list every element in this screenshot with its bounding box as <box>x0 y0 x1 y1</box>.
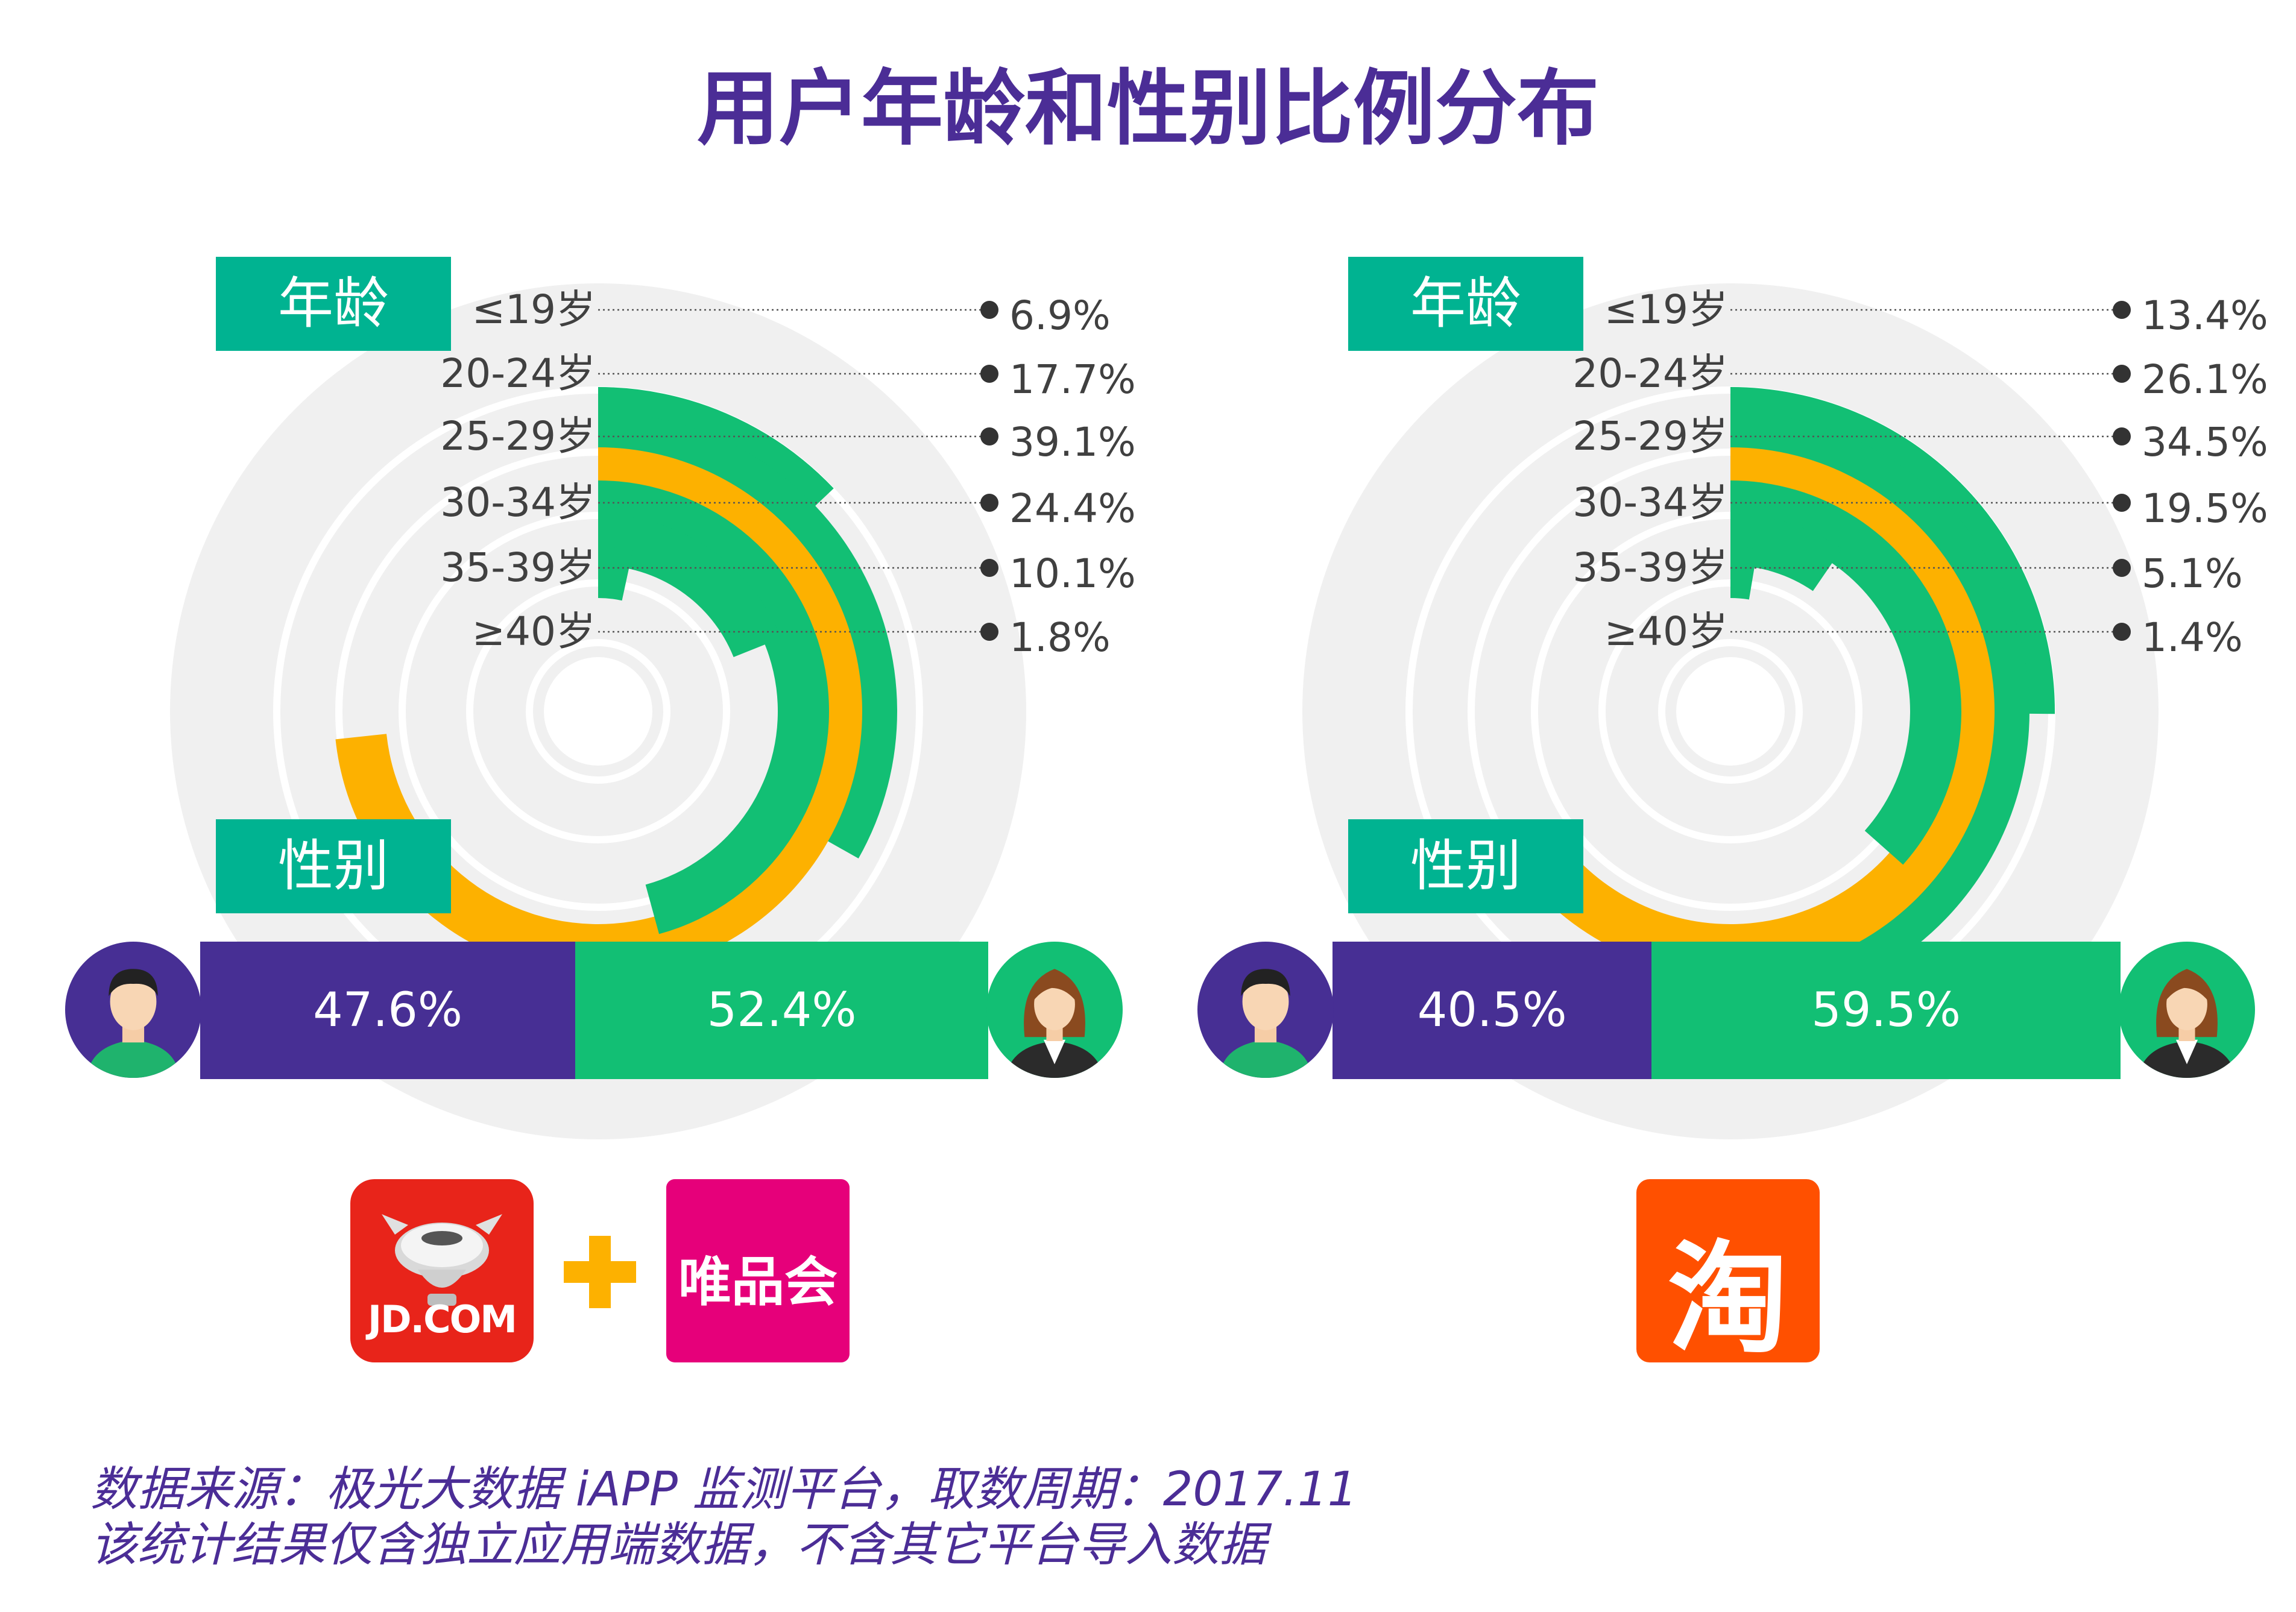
plus-icon <box>564 1236 636 1308</box>
age-radial-chart <box>170 283 1026 1139</box>
age-bar-1 <box>598 412 897 859</box>
center-hole <box>544 657 652 766</box>
age-radial-chart <box>1302 283 2159 1139</box>
age-category-label: ≤19岁 <box>472 286 596 333</box>
jd-logo-text: JD.COM <box>368 1297 517 1341</box>
age-category-label: ≤19岁 <box>1604 286 1728 333</box>
age-value-label: 34.5% <box>2142 419 2268 465</box>
jd-logo: JD.COM <box>350 1179 534 1362</box>
leader-dot <box>980 494 998 512</box>
age-bar-4 <box>598 514 781 658</box>
leader-dot <box>2113 559 2131 577</box>
age-bar-5 <box>1730 547 1758 600</box>
age-category-label: ≥40岁 <box>1604 608 1728 655</box>
age-value-label: 39.1% <box>1009 419 1136 465</box>
grid-ring <box>1658 639 1803 784</box>
leader-dot <box>2113 427 2131 446</box>
age-category-label: 20-24岁 <box>440 350 596 397</box>
taobao-logo-text: 淘 <box>1667 1229 1788 1370</box>
jd-vip-panel: 年龄 性别 ≤19岁 6.9% 20-24岁 17.7% 25-29岁 39.1% 30-3… <box>65 257 1136 1362</box>
age-value-label: 1.8% <box>1009 614 1111 661</box>
age-category-label: 30-34岁 <box>1572 479 1728 526</box>
leader-dot <box>2113 301 2131 319</box>
age-bar-3 <box>1730 480 1961 865</box>
age-value-label: 10.1% <box>1009 550 1136 597</box>
grid-ring <box>526 639 670 784</box>
page-title: 用户年龄和性别比例分布 <box>697 61 1599 157</box>
age-bar-5 <box>598 547 633 601</box>
vip-logo: 唯品会 <box>666 1179 850 1362</box>
age-value-label: 5.1% <box>2142 550 2243 597</box>
leader-dot <box>980 427 998 446</box>
age-value-label: 26.1% <box>2142 356 2268 403</box>
age-category-label: 25-29岁 <box>1572 413 1728 459</box>
age-tag: 年龄 <box>1348 257 1583 351</box>
jd-mascot-icon <box>382 1214 502 1306</box>
age-value-label: 19.5% <box>2142 485 2268 532</box>
female-share-bar: 59.5% <box>1651 942 2121 1079</box>
leader-dot <box>980 365 998 383</box>
age-category-label: ≥40岁 <box>472 608 596 655</box>
vip-logo-text: 唯品会 <box>678 1251 837 1313</box>
female-share-bar: 52.4% <box>575 942 988 1079</box>
taobao-panel: 年龄 性别 ≤19岁 13.4% 20-24岁 26.1% 25-29岁 34.5% 30-… <box>1132 0 2280 1612</box>
footnote-scope: 该统计结果仅含独立应用端数据，不含其它平台导入数据 <box>90 1518 1267 1572</box>
age-value-label: 13.4% <box>2142 292 2268 339</box>
age-category-label: 20-24岁 <box>1572 350 1728 397</box>
gender-tag: 性别 <box>1348 819 1583 913</box>
male-share-bar: 40.5% <box>1332 942 1652 1079</box>
male-avatar-icon <box>65 942 201 1078</box>
age-category-label: 35-39岁 <box>1572 544 1728 591</box>
footnote-source: 数据来源：极光大数据 iAPP 监测平台，取数周期：2017.11 <box>90 1462 1358 1517</box>
female-avatar-icon <box>986 942 1123 1078</box>
male-avatar-icon <box>1197 942 1334 1078</box>
age-category-label: 25-29岁 <box>440 413 596 459</box>
age-category-label: 30-34岁 <box>440 479 596 526</box>
leader-dot <box>2113 494 2131 512</box>
age-value-label: 1.4% <box>2142 614 2243 661</box>
age-value-label: 6.9% <box>1009 292 1111 339</box>
leader-dot <box>980 301 998 319</box>
leader-dot <box>2113 365 2131 383</box>
male-share-bar: 47.6% <box>200 942 576 1079</box>
leader-dot <box>2113 623 2131 641</box>
age-bar-4 <box>1730 514 1842 591</box>
gender-tag: 性别 <box>216 819 451 913</box>
center-hole <box>1676 657 1785 766</box>
age-category-label: 35-39岁 <box>440 544 596 591</box>
taobao-logo: 淘 <box>1636 1179 1820 1370</box>
age-tag: 年龄 <box>216 257 451 351</box>
female-avatar-icon <box>2119 942 2255 1078</box>
leader-dot <box>980 559 998 577</box>
age-value-label: 24.4% <box>1009 485 1136 532</box>
leader-dot <box>980 623 998 641</box>
age-bar-3 <box>598 480 829 934</box>
age-bar-1 <box>1730 412 2030 1010</box>
age-value-label: 17.7% <box>1009 356 1136 403</box>
